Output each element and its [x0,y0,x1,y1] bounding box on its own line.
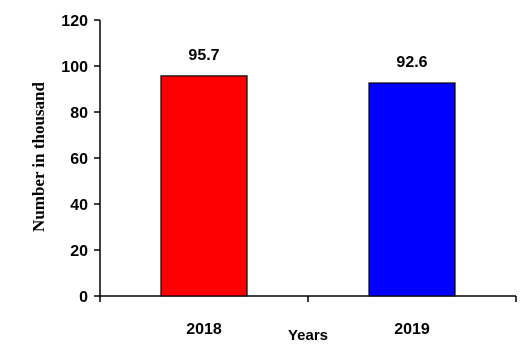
x-tick-label-2018: 2018 [186,321,222,338]
y-tick-label: 60 [70,151,88,168]
x-tick-label-2019: 2019 [394,321,430,338]
y-axis-title: Number in thousand [29,82,48,232]
y-tick-label: 0 [79,289,88,306]
y-tick-label: 120 [61,13,88,30]
plot-area: 0 20 40 60 80 100 120 95.7 2018 92.6 2019 [61,13,517,338]
x-axis-title: Years [288,327,328,344]
y-tick-label: 80 [70,105,88,122]
bar-2019 [368,82,456,297]
y-tick-label: 100 [61,59,88,76]
bar-2018 [160,75,248,297]
data-label-2018: 95.7 [188,47,219,64]
data-label-2019: 92.6 [396,54,427,71]
y-tick-label: 20 [70,243,88,260]
y-tick-label: 40 [70,197,88,214]
